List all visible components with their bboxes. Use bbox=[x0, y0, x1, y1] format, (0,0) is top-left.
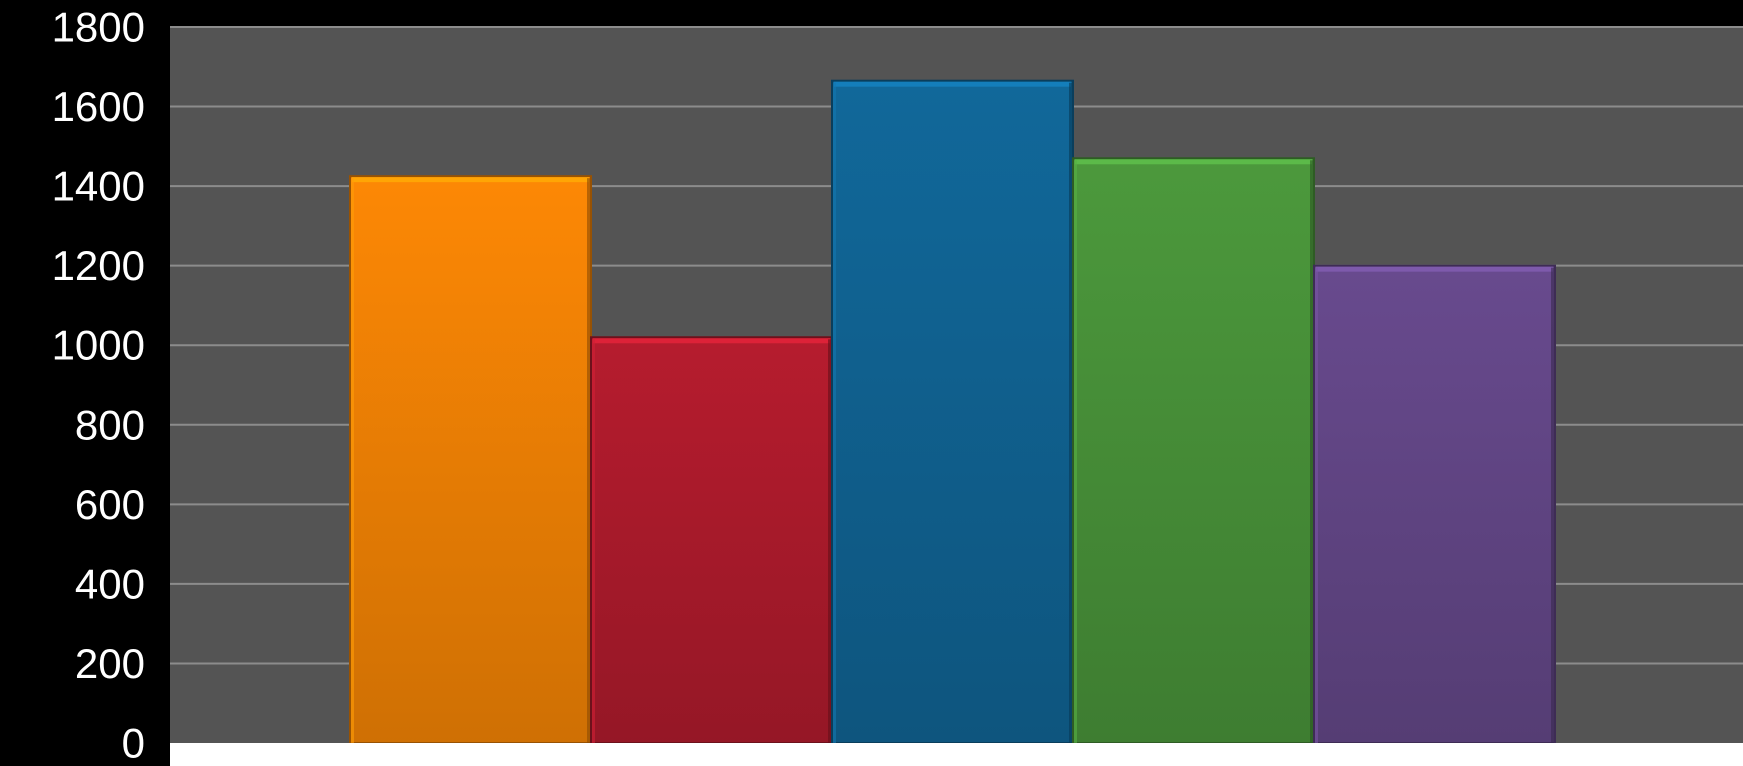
bar-edge-right bbox=[828, 339, 831, 743]
bar-edge-left bbox=[351, 178, 354, 743]
y-tick-label: 400 bbox=[75, 560, 145, 607]
bars bbox=[349, 79, 1556, 744]
y-tick-label: 600 bbox=[75, 481, 145, 528]
bar-group bbox=[831, 79, 1074, 744]
bar-edge-left bbox=[1074, 160, 1077, 743]
y-tick-label: 1800 bbox=[52, 4, 145, 51]
y-tick-label: 0 bbox=[122, 720, 145, 766]
y-tick-label: 1400 bbox=[52, 163, 145, 210]
bar-group bbox=[1313, 264, 1556, 744]
bar-group bbox=[349, 175, 592, 744]
bar-highlight bbox=[1316, 266, 1553, 272]
bar-edge-right bbox=[1310, 160, 1313, 743]
y-tick-label: 800 bbox=[75, 401, 145, 448]
bar-edge-right bbox=[587, 178, 590, 743]
y-tick-label: 1000 bbox=[52, 322, 145, 369]
bar-highlight bbox=[593, 338, 830, 344]
x-axis-strip bbox=[170, 743, 1743, 766]
y-tick-label: 200 bbox=[75, 640, 145, 687]
bar-edge-right bbox=[1551, 267, 1554, 743]
bar bbox=[1072, 157, 1315, 744]
bar bbox=[1313, 264, 1556, 744]
bar-group bbox=[1072, 157, 1315, 744]
bar bbox=[590, 336, 833, 744]
bar bbox=[831, 79, 1074, 744]
bar bbox=[349, 175, 592, 744]
y-axis-tick-labels: 0 200 400 600 800 1000 1200 1400 1600 1800 bbox=[52, 4, 145, 766]
y-tick-label: 1600 bbox=[52, 83, 145, 130]
y-tick-label: 1200 bbox=[52, 242, 145, 289]
bar-group bbox=[590, 336, 833, 744]
bar-highlight bbox=[352, 177, 589, 183]
bar-edge-left bbox=[1315, 267, 1318, 743]
bar-edge-right bbox=[1069, 82, 1072, 743]
bar-highlight bbox=[834, 81, 1071, 87]
bar-edge-left bbox=[592, 339, 595, 743]
bar-highlight bbox=[1075, 159, 1312, 165]
bar-edge-left bbox=[833, 82, 836, 743]
